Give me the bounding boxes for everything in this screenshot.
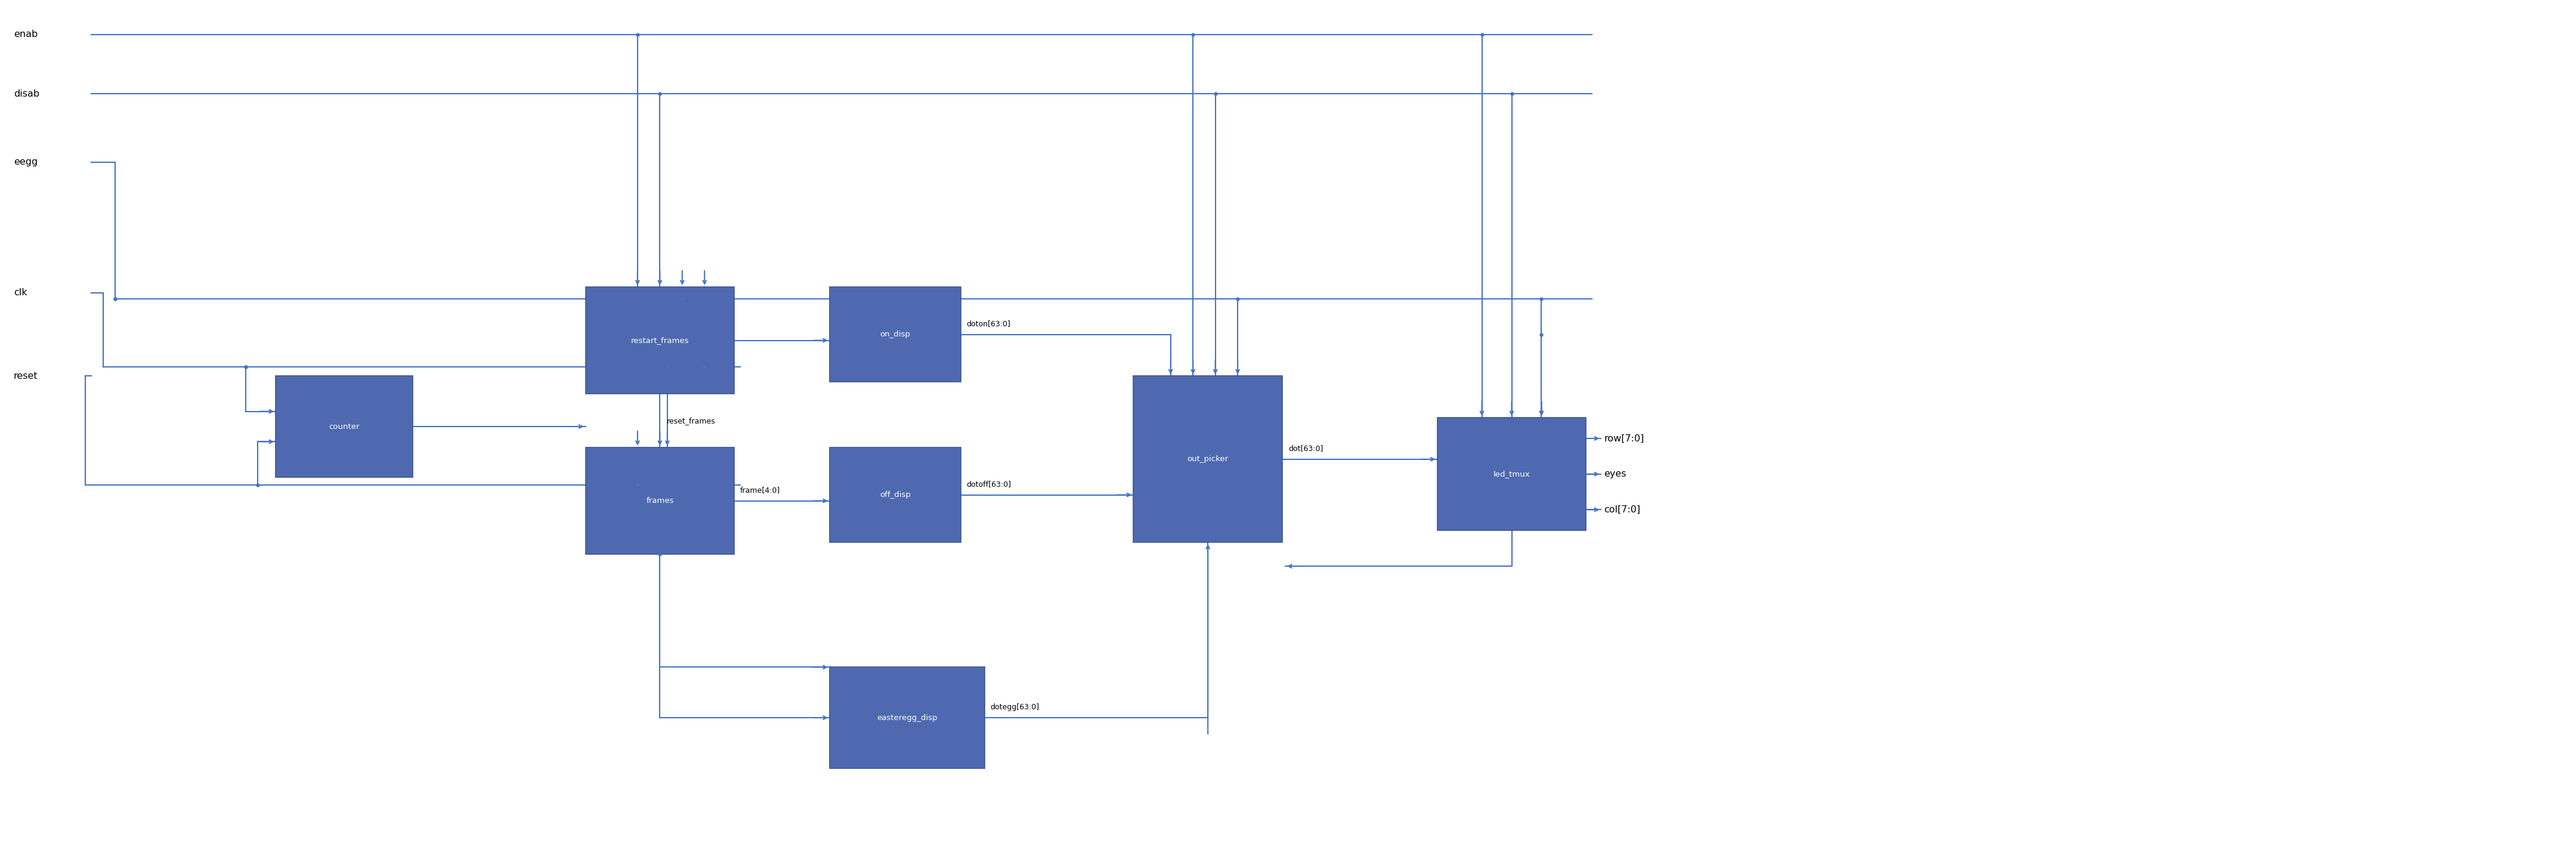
Text: off_disp: off_disp xyxy=(878,491,912,499)
Text: eegg: eegg xyxy=(13,158,39,166)
Text: easteregg_disp: easteregg_disp xyxy=(876,714,938,721)
FancyBboxPatch shape xyxy=(829,447,961,542)
FancyBboxPatch shape xyxy=(1133,376,1283,542)
Text: reset_frames: reset_frames xyxy=(667,416,716,424)
FancyBboxPatch shape xyxy=(585,447,734,554)
Text: led_tmux: led_tmux xyxy=(1494,470,1530,478)
FancyBboxPatch shape xyxy=(585,287,734,394)
Text: frame[4:0]: frame[4:0] xyxy=(739,486,781,494)
Text: frames: frames xyxy=(647,497,675,505)
FancyBboxPatch shape xyxy=(829,667,984,768)
Text: row[7:0]: row[7:0] xyxy=(1605,434,1643,443)
Text: enab: enab xyxy=(13,30,39,39)
FancyBboxPatch shape xyxy=(276,376,412,477)
Text: reset: reset xyxy=(13,372,39,380)
Text: dotegg[63:0]: dotegg[63:0] xyxy=(989,703,1041,711)
Text: counter: counter xyxy=(330,422,361,430)
Text: on_disp: on_disp xyxy=(881,330,909,338)
Text: eyes: eyes xyxy=(1605,470,1625,478)
Text: doton[63:0]: doton[63:0] xyxy=(966,320,1010,328)
Text: clk: clk xyxy=(13,289,28,297)
Text: dot[63:0]: dot[63:0] xyxy=(1288,445,1324,453)
Text: out_picker: out_picker xyxy=(1188,455,1229,463)
FancyBboxPatch shape xyxy=(829,287,961,382)
FancyBboxPatch shape xyxy=(1437,417,1587,530)
Text: col[7:0]: col[7:0] xyxy=(1605,505,1641,515)
Text: disab: disab xyxy=(13,90,39,98)
Text: restart_frames: restart_frames xyxy=(631,336,688,344)
Text: dotoff[63:0]: dotoff[63:0] xyxy=(966,480,1012,488)
